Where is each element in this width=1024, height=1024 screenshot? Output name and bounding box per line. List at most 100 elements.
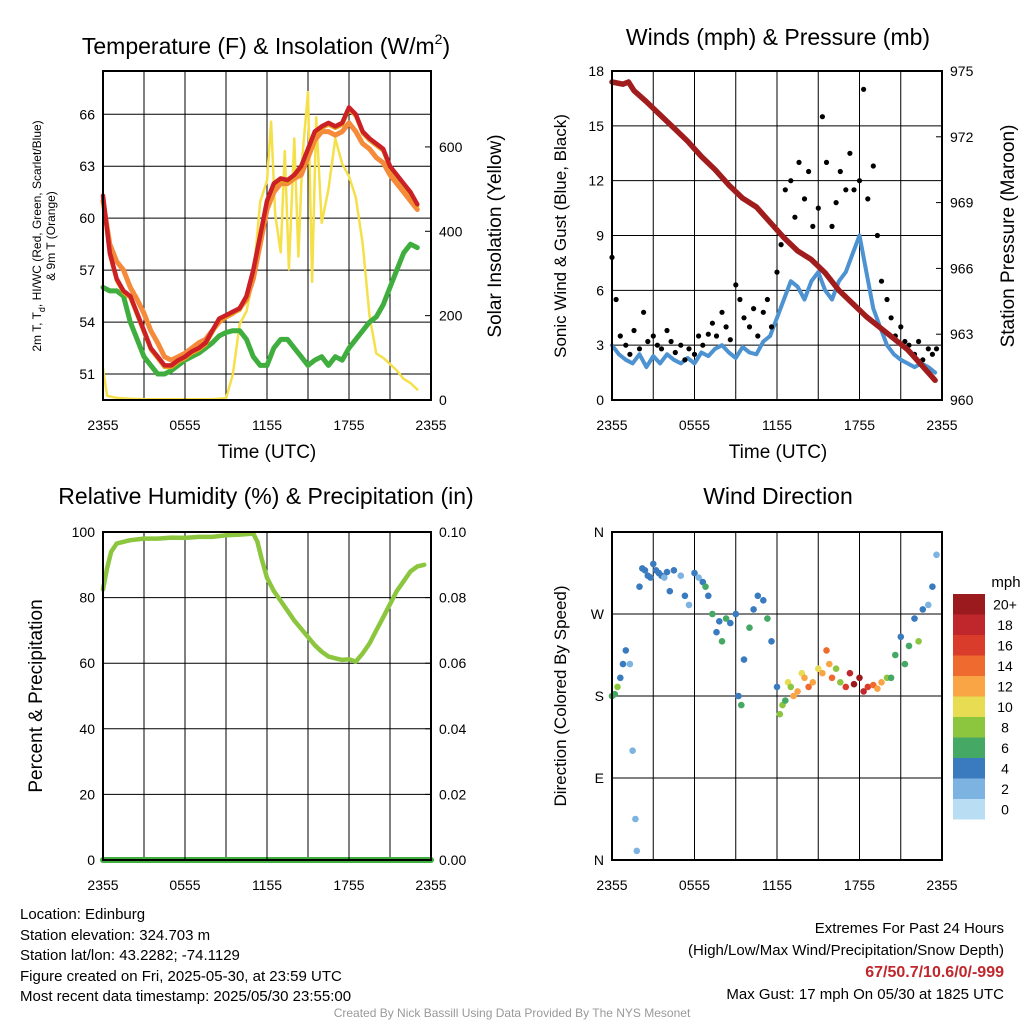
humidity-x-ticks: 2355 0555 1155 1755 2355 xyxy=(87,854,447,893)
direction-point xyxy=(887,674,895,682)
gust-point xyxy=(627,351,633,357)
gust-point xyxy=(705,331,711,337)
direction-point xyxy=(666,587,674,595)
direction-point xyxy=(915,638,922,645)
gust-point xyxy=(829,223,835,229)
gust-point xyxy=(641,309,647,315)
gust-point xyxy=(746,324,753,330)
direction-point xyxy=(794,688,801,695)
humidity-y-ticks: 0 20 40 60 80 100 xyxy=(72,524,96,868)
direction-point xyxy=(695,574,702,581)
y-tick-label: 80 xyxy=(79,590,95,606)
figure-created: Figure created on Fri, 2025-05-30, at 23… xyxy=(20,967,342,985)
legend-label: 14 xyxy=(997,658,1013,674)
gust-point xyxy=(751,306,757,312)
legend-swatch xyxy=(953,614,985,635)
y-tick-label: 54 xyxy=(79,314,95,330)
direction-point xyxy=(823,647,830,654)
direction-point xyxy=(815,665,822,672)
gust-point xyxy=(925,346,931,352)
legend-label: 6 xyxy=(1001,740,1009,756)
gust-point xyxy=(902,338,908,345)
legend-swatch xyxy=(953,717,985,738)
direction-point xyxy=(782,697,789,704)
gust-point xyxy=(682,357,688,363)
direction-point xyxy=(641,567,649,574)
direction-panel-title: Wind Direction xyxy=(703,483,853,509)
direction-point xyxy=(846,669,854,677)
gust-point xyxy=(672,349,678,356)
gust-point xyxy=(623,342,629,348)
y-tick-label: 63 xyxy=(79,158,95,174)
y-right-tick-label: 972 xyxy=(950,129,974,145)
legend-swatch xyxy=(953,676,985,697)
direction-point xyxy=(787,683,795,691)
gust-point xyxy=(888,315,894,321)
direction-point xyxy=(933,551,940,559)
winds-y-label: Sonic Wind & Gust (Blue, Black) xyxy=(551,114,570,358)
winds-panel-title: Winds (mph) & Pressure (mb) xyxy=(626,24,930,50)
direction-point xyxy=(633,847,641,855)
direction-point xyxy=(919,606,927,613)
gust-point xyxy=(755,333,761,339)
gust-point xyxy=(933,346,940,352)
direction-point xyxy=(754,592,762,600)
y-tick-label: 18 xyxy=(588,63,604,79)
direction-point xyxy=(856,674,863,682)
humidity-precip-panel: Relative Humidity (%) & Precipitation (i… xyxy=(26,483,474,893)
y-right-tick-label: 0.06 xyxy=(439,655,466,671)
direction-point xyxy=(732,610,740,618)
gust-point xyxy=(650,333,656,339)
extremes-values: 67/50.7/10.6/0/-999 xyxy=(865,964,1004,981)
insolation-y-label: Solar Insolation (Yellow) xyxy=(485,134,506,337)
direction-point xyxy=(738,701,745,709)
temperature-y-ticks: 51 54 57 60 63 66 xyxy=(79,106,95,382)
y-tick-label: 20 xyxy=(79,786,95,802)
direction-point xyxy=(681,592,689,600)
y-tick-label: E xyxy=(595,770,604,786)
legend-label: 4 xyxy=(1001,760,1009,776)
speed-legend-title: mph xyxy=(991,574,1020,591)
direction-point xyxy=(661,574,668,581)
direction-point xyxy=(860,688,867,695)
y-tick-label: 15 xyxy=(588,118,604,134)
direction-point xyxy=(614,683,621,691)
max-gust: Max Gust: 17 mph On 05/30 at 1825 UTC xyxy=(726,986,1004,1003)
legend-label: 12 xyxy=(997,678,1013,694)
x-tick-label: 1755 xyxy=(844,417,875,433)
pressure-line xyxy=(609,79,938,384)
direction-series xyxy=(608,551,940,855)
x-tick-label: 2355 xyxy=(926,417,957,433)
gust-point xyxy=(658,346,665,352)
y-tick-label: W xyxy=(591,606,605,622)
x-tick-label: 0555 xyxy=(679,417,710,433)
x-tick-label: 1755 xyxy=(333,877,364,893)
direction-point xyxy=(650,560,657,568)
x-tick-label: 0555 xyxy=(169,877,200,893)
gust-point xyxy=(870,163,876,169)
direction-point xyxy=(709,610,716,618)
wind-speed-line xyxy=(610,233,938,375)
x-tick-label: 1155 xyxy=(252,417,282,433)
winds-x-label: Time (UTC) xyxy=(729,442,828,463)
y-right-tick-label: 400 xyxy=(439,223,463,239)
y-tick-label: N xyxy=(594,524,604,540)
extremes-fields: (High/Low/Max Wind/Precipitation/Snow De… xyxy=(688,942,1004,959)
winds-x-ticks: 2355 0555 1155 1755 2355 xyxy=(596,394,958,433)
legend-swatch xyxy=(953,799,985,820)
gust-point xyxy=(806,168,812,175)
direction-point xyxy=(850,680,858,688)
gust-point xyxy=(856,178,863,184)
gust-point xyxy=(768,324,775,330)
y-tick-label: 6 xyxy=(596,282,604,298)
extremes-info: Extremes For Past 24 Hours (High/Low/Max… xyxy=(688,918,1004,1006)
gust-point xyxy=(865,196,871,202)
gust-point xyxy=(709,320,716,326)
y-tick-label: 0 xyxy=(596,392,604,408)
direction-point xyxy=(746,624,753,631)
direction-point xyxy=(626,660,634,668)
direction-point xyxy=(670,567,678,574)
gust-point xyxy=(815,205,821,211)
y-tick-label: 0 xyxy=(87,852,95,868)
direction-point xyxy=(617,674,624,682)
